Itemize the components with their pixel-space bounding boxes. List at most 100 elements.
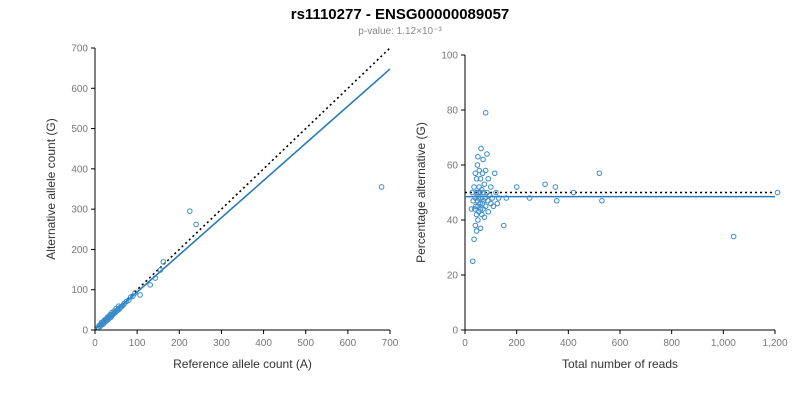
- scatter-point: [478, 145, 484, 152]
- scatter-point: [480, 156, 486, 163]
- x-tick-label: 400: [560, 338, 577, 349]
- fit-line: [94, 68, 391, 330]
- scatter-point: [473, 203, 479, 210]
- scatter-point: [491, 170, 498, 177]
- figure-title: rs1110277 - ENSG00000089057: [290, 6, 510, 23]
- y-tick-label: 20: [447, 271, 459, 282]
- scatter-point: [476, 167, 483, 174]
- x-tick-label: 1,200: [762, 338, 787, 349]
- y-tick-label: 80: [447, 106, 459, 117]
- x-tick-label: 200: [171, 338, 188, 349]
- scatter-point: [481, 181, 488, 188]
- scatter-point: [478, 211, 485, 218]
- scatter-point: [480, 189, 486, 196]
- scatter-point: [484, 151, 490, 157]
- y-tick-label: 40: [447, 216, 459, 227]
- scatter-point: [596, 170, 603, 177]
- y-tick-label: 0: [452, 326, 458, 337]
- scatter-point: [378, 184, 385, 190]
- scatter-point: [490, 203, 497, 210]
- y-tick-label: 600: [71, 84, 88, 95]
- scatter-point: [475, 195, 482, 201]
- y-tick-label: 200: [71, 245, 88, 256]
- scatter-point: [476, 208, 482, 215]
- x-tick-label: 400: [255, 338, 272, 349]
- scatter-point: [479, 200, 486, 207]
- scatter-point: [152, 275, 159, 281]
- y-tick-label: 700: [71, 44, 88, 55]
- scatter-point: [488, 184, 494, 190]
- scatter-point: [484, 197, 491, 204]
- scatter-point: [503, 195, 510, 201]
- scatter-point: [472, 222, 479, 229]
- trend-lines: [465, 191, 775, 198]
- scatter-point: [473, 175, 480, 182]
- scatter-point: [137, 292, 143, 298]
- data-points: [468, 109, 781, 265]
- scatter-point: [500, 222, 507, 229]
- x-tick-label: 500: [297, 338, 314, 349]
- x-tick-label: 200: [508, 338, 525, 349]
- scatter-point: [468, 206, 475, 212]
- y-tick-label: 100: [441, 51, 458, 62]
- scatter-point: [193, 221, 199, 228]
- scatter-point: [542, 181, 548, 188]
- x-tick-label: 700: [382, 338, 399, 349]
- scatter-point: [599, 197, 605, 204]
- scatter-point: [147, 282, 154, 288]
- x-axis-label: Reference allele count (A): [173, 357, 312, 371]
- scatter-point: [482, 167, 489, 174]
- x-tick-label: 600: [340, 338, 357, 349]
- x-tick-label: 300: [213, 338, 230, 349]
- scatter-point: [493, 189, 499, 196]
- x-tick-label: 800: [663, 338, 680, 349]
- scatter-point: [553, 197, 560, 204]
- identity-line: [94, 47, 391, 331]
- figure-subtitle: p-value: 1.12×10⁻³: [358, 26, 442, 37]
- y-tick-label: 60: [447, 161, 459, 172]
- scatter-point: [475, 153, 481, 160]
- scatter-point: [478, 186, 485, 193]
- scatter-point: [157, 267, 164, 273]
- y-tick-label: 100: [71, 285, 88, 296]
- scatter-point: [526, 195, 533, 201]
- scatter-point: [160, 259, 167, 265]
- scatter-point: [513, 184, 520, 190]
- x-tick-label: 0: [92, 338, 98, 349]
- scatter-point: [477, 175, 484, 182]
- scatter-point: [485, 175, 492, 182]
- axes: 0 100 200 300 400 500 600 700 0 100 200 300 400 500 60…: [71, 44, 398, 350]
- scatter-point: [475, 189, 481, 196]
- scatter-point: [482, 109, 489, 116]
- scatter-point: [471, 236, 477, 243]
- x-tick-label: 1,000: [711, 338, 736, 349]
- percentage-vs-reads-scatter: 0 200 400 600 800 1,000 1,200 0 20 40 60 80 100 Total…: [414, 51, 788, 372]
- y-tick-label: 300: [71, 205, 88, 216]
- scatter-point: [132, 290, 138, 296]
- scatter-point: [120, 301, 127, 308]
- scatter-point: [730, 233, 737, 240]
- y-tick-label: 500: [71, 124, 88, 135]
- scatter-point: [471, 184, 477, 190]
- trend-lines: [94, 47, 391, 331]
- scatter-point: [116, 305, 123, 312]
- scatter-point: [477, 206, 484, 212]
- x-tick-label: 100: [129, 338, 146, 349]
- x-axis-label: Total number of reads: [562, 357, 678, 371]
- scatter-point: [485, 208, 492, 215]
- scatter-point: [479, 170, 486, 177]
- y-axis-label: Alternative allele count (G): [44, 118, 58, 259]
- scatter-point: [474, 162, 481, 168]
- scatter-point: [489, 195, 495, 201]
- scatter-point: [475, 217, 481, 223]
- scatter-point: [494, 200, 501, 207]
- y-tick-label: 0: [82, 326, 88, 337]
- scatter-point: [477, 200, 483, 207]
- scatter-point: [495, 195, 502, 201]
- data-points: [95, 184, 385, 330]
- y-tick-label: 400: [71, 164, 88, 175]
- scatter-point: [472, 170, 479, 177]
- scatter-point: [570, 189, 577, 196]
- scatter-point: [477, 225, 484, 232]
- scatter-point: [476, 184, 483, 190]
